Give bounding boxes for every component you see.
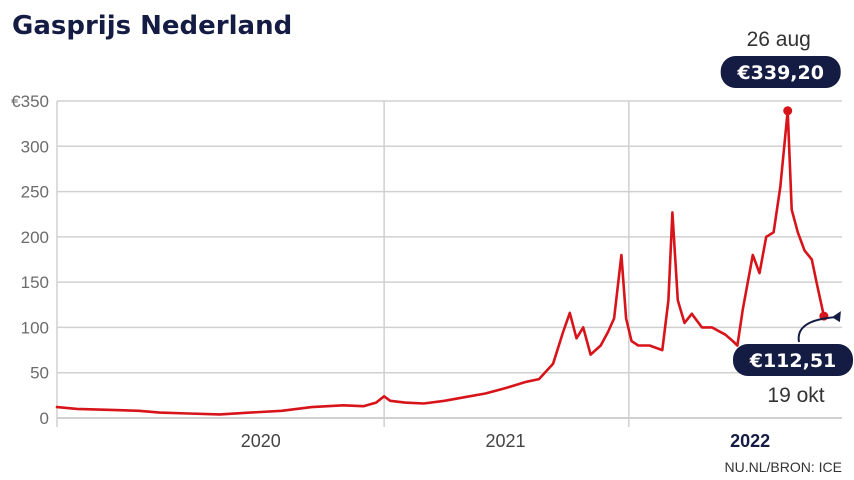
gridlines [56,100,842,427]
y-tick-label: 0 [40,409,49,428]
last-point-arrow [797,316,836,343]
x-axis-ticks: 2020 2021 2022 [241,431,770,451]
peak-point [783,106,793,116]
y-tick-label: 50 [30,364,49,383]
chart-title: Gasprijs Nederland [12,11,292,41]
last-date-label: 19 okt [767,384,824,407]
peak-date-label: 26 aug [747,28,811,51]
y-tick-label: 300 [21,137,49,156]
x-tick-label: 2020 [241,431,281,451]
y-tick-label: 100 [21,318,49,337]
annotations: 26 aug €339,20 €112,51 19 okt [720,28,853,407]
series-line [55,109,826,416]
y-tick-label: 150 [21,273,49,292]
source-label: NU.NL/BRON: ICE [725,459,842,475]
last-value-label: €112,51 [749,350,837,372]
x-tick-label: 2022 [730,431,770,451]
last-point-arrowhead [831,311,841,323]
y-tick-label: 200 [21,228,49,247]
y-tick-label: 250 [21,183,49,202]
series-layer [55,106,829,416]
x-tick-label: 2021 [485,431,525,451]
y-tick-label: €350 [11,92,49,111]
y-axis-ticks: 0 50 100 150 200 250 300 €350 [11,92,49,428]
peak-value-label: €339,20 [736,62,824,84]
last-value-badge [733,344,853,376]
peak-value-badge [720,56,841,88]
